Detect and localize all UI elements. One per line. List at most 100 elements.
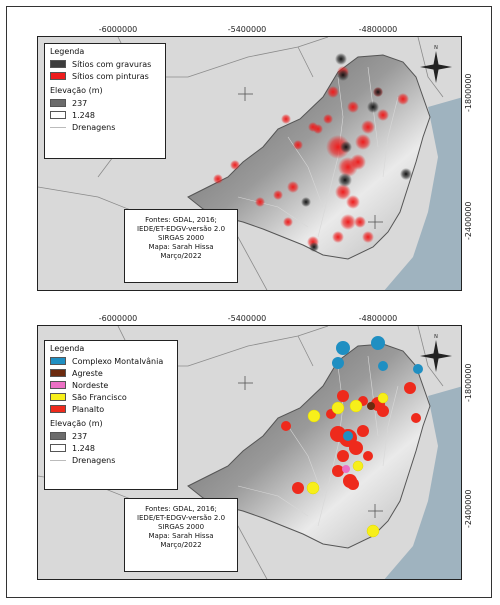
legend-label: São Francisco: [72, 392, 127, 402]
legend-title: Legenda: [50, 344, 85, 353]
site-marker: [293, 140, 303, 150]
site-marker: [336, 341, 350, 355]
site-marker: [255, 197, 265, 207]
site-marker: [363, 451, 373, 461]
site-marker: [349, 399, 363, 413]
drainage-swatch: [50, 459, 66, 461]
legend-item: 237: [50, 97, 160, 109]
north-label: N: [434, 334, 438, 340]
x-coord-label: -4800000: [358, 314, 398, 323]
state-region: [187, 343, 431, 549]
site-marker: [362, 231, 374, 243]
site-marker: [287, 181, 299, 193]
legend-item: Agreste: [50, 367, 172, 379]
y-coord-label: -1800000: [464, 73, 473, 112]
site-marker: [340, 141, 352, 153]
y-coord-label: -2400000: [464, 201, 473, 240]
drainage-swatch: [50, 126, 66, 128]
site-marker: [292, 482, 304, 494]
site-marker: [400, 168, 412, 180]
site-marker: [213, 174, 223, 184]
map-panel-sites: N Legenda Sítios com gravuras Sítios com…: [37, 36, 462, 291]
site-marker: [281, 421, 291, 431]
north-label: N: [434, 45, 438, 51]
legend-swatch: [50, 369, 66, 377]
painting-sites: [213, 66, 409, 248]
elevation-title: Elevação (m): [50, 419, 103, 428]
site-marker: [367, 101, 379, 113]
sao-francisco-sites: [306, 392, 389, 538]
site-marker: [338, 173, 352, 187]
site-marker: [377, 392, 389, 404]
montalvania-sites: [332, 336, 423, 441]
legend: Legenda Complexo Montalvânia Agreste Nor…: [44, 340, 178, 490]
source-line: Março/2022: [160, 541, 202, 549]
site-marker: [332, 465, 344, 477]
y-coord-label: -1800000: [464, 363, 473, 402]
site-marker: [349, 441, 363, 455]
site-marker: [377, 109, 389, 121]
site-marker: [273, 190, 283, 200]
site-marker: [332, 357, 344, 369]
site-marker: [357, 425, 369, 437]
x-coord-label: -5400000: [227, 314, 267, 323]
site-marker: [313, 124, 323, 134]
site-marker: [355, 134, 371, 150]
source-line: IEDE/ET-EDGV-versão 2.0: [136, 225, 226, 233]
legend-label: 237: [72, 98, 88, 108]
source-box: Fontes: GDAL, 2016; IEDE/ET-EDGV-versão …: [124, 498, 238, 572]
legend-title: Legenda: [50, 47, 85, 56]
site-marker: [343, 431, 353, 441]
legend-label: Agreste: [72, 368, 103, 378]
site-marker: [281, 114, 291, 124]
site-marker: [378, 361, 388, 371]
site-marker: [347, 478, 359, 490]
source-line: SIRGAS 2000: [157, 234, 205, 242]
x-coord-label: -5400000: [227, 25, 267, 34]
ocean: [384, 386, 461, 579]
site-marker: [367, 402, 375, 410]
legend-item: Nordeste: [50, 379, 172, 391]
site-marker: [350, 154, 366, 170]
engraving-sites: [301, 53, 412, 252]
map-canvas: N: [38, 37, 461, 290]
legend-label: Drenagens: [72, 122, 116, 132]
graticule-marks: [238, 87, 383, 229]
x-coord-label: -4800000: [358, 25, 398, 34]
x-coord-label: -6000000: [98, 314, 138, 323]
source-line: SIRGAS 2000: [157, 523, 205, 531]
legend-label: Planalto: [72, 404, 105, 414]
legend-label: Sítios com gravuras: [72, 59, 152, 69]
legend-swatch: [50, 111, 66, 119]
site-marker: [309, 242, 319, 252]
planalto-sites: [281, 382, 421, 494]
site-marker: [413, 364, 423, 374]
figure-frame: [6, 6, 492, 598]
site-marker: [361, 120, 375, 134]
site-marker: [335, 53, 347, 65]
source-line: Fontes: GDAL, 2016;: [145, 216, 217, 224]
source-box: Fontes: GDAL, 2016; IEDE/ET-EDGV-versão …: [124, 209, 238, 283]
x-coord-label: -6000000: [98, 25, 138, 34]
graticule-marks: [238, 376, 383, 518]
site-marker: [352, 460, 364, 472]
legend-item: 1.248: [50, 109, 160, 121]
agreste-sites: [367, 402, 375, 410]
map-panel-traditions: N Legenda Complexo Montalvânia Agreste N…: [37, 325, 462, 580]
site-marker: [335, 184, 351, 200]
source-line: Mapa: Sarah Hissa: [148, 243, 214, 251]
site-marker: [327, 86, 339, 98]
legend-item: São Francisco: [50, 391, 172, 403]
legend-label: Complexo Montalvânia: [72, 356, 164, 366]
legend-item: Planalto: [50, 403, 172, 415]
site-marker: [340, 214, 356, 230]
nordeste-sites: [342, 465, 350, 473]
source-line: IEDE/ET-EDGV-versão 2.0: [136, 514, 226, 522]
legend: Legenda Sítios com gravuras Sítios com p…: [44, 43, 166, 159]
site-marker: [337, 390, 349, 402]
legend-swatch: [50, 444, 66, 452]
legend-swatch: [50, 60, 66, 68]
site-marker: [397, 93, 409, 105]
site-marker: [283, 217, 293, 227]
site-marker: [371, 336, 385, 350]
